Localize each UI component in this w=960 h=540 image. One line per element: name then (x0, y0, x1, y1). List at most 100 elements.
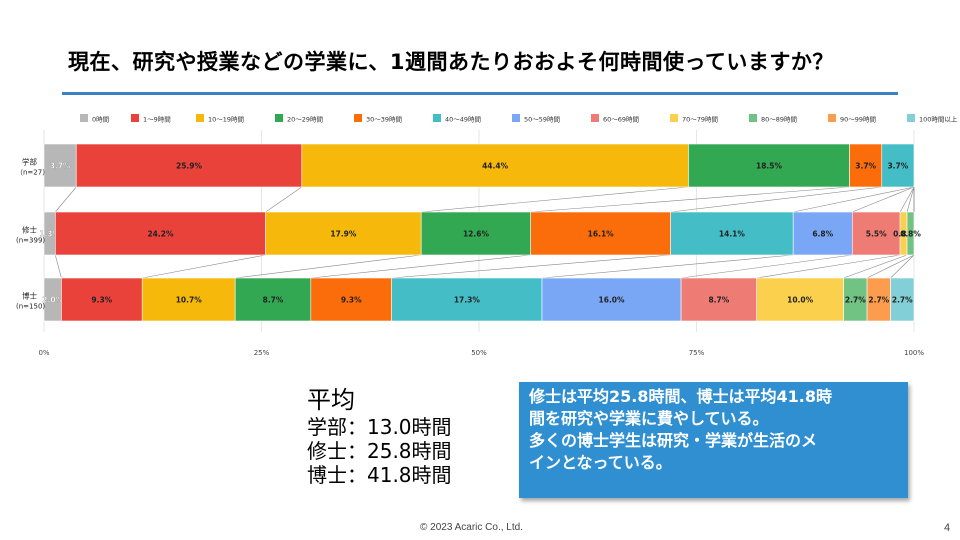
category-n-label: (n=399) (16, 237, 45, 245)
data-label: 24.2% (147, 230, 174, 239)
data-label: 8.7% (263, 296, 284, 305)
average-doctor: 博士：41.8時間 (307, 462, 452, 487)
title-underline (62, 92, 898, 95)
bar-segment (391, 277, 543, 322)
legend-label: 20～29時間 (287, 116, 323, 124)
data-label: 0.8% (900, 230, 921, 239)
legend-swatch (828, 114, 836, 122)
bar-segment (680, 277, 757, 322)
connector-line (670, 186, 882, 213)
category-label: 修士 (22, 225, 37, 235)
data-label: 2.7% (868, 296, 889, 305)
legend-label: 70～79時間 (682, 116, 718, 124)
legend-swatch (512, 114, 520, 122)
legend-label: 50～59時間 (524, 116, 560, 124)
data-label: 10.7% (176, 296, 203, 305)
average-title: 平均 (307, 386, 355, 414)
connector-line (530, 186, 850, 213)
category-label: 学部 (22, 157, 37, 167)
connector-line (541, 254, 794, 279)
data-label: 16.0% (599, 296, 626, 305)
legend-swatch (354, 114, 362, 122)
legend-label: 0時間 (92, 116, 109, 124)
data-label: 17.9% (330, 230, 357, 239)
page-number: 4 (944, 522, 951, 534)
legend-label: 80～89時間 (761, 116, 797, 124)
connector-line (421, 186, 689, 213)
average-undergrad: 学部：13.0時間 (307, 414, 452, 439)
slide-title: 現在、研究や授業などの学業に、1週間あたりおおよそ何時間使っていますか？ (68, 50, 834, 74)
data-label: 3.7% (50, 162, 71, 171)
data-label: 8.7% (708, 296, 729, 305)
legend-label: 1～9時間 (143, 116, 171, 124)
data-label: 3.7% (855, 162, 876, 171)
x-tick-label: 100% (904, 349, 924, 357)
bar-segment (61, 277, 143, 322)
category-n-label: （n=27） (16, 169, 49, 177)
data-label: 10.0% (787, 296, 814, 305)
data-label: 0.8% (893, 230, 914, 239)
stacked-bar-chart: 0時間 1～9時間 10～19時間 20～29時間 30～39時間 40～49時間 50～5… (16, 110, 958, 357)
x-tick-label: 75% (689, 349, 705, 357)
bar-segment (688, 143, 850, 188)
legend-label: 10～19時間 (208, 116, 244, 124)
bar-segment (530, 211, 671, 256)
x-tick-label: 50% (471, 349, 487, 357)
data-label: 17.3% (454, 296, 481, 305)
legend-swatch (196, 114, 204, 122)
callout-line: 多くの博士学生は研究・学業が生活のメ (529, 431, 818, 450)
data-label: 9.3% (91, 296, 112, 305)
bar-segment (670, 211, 794, 256)
bar-segment (54, 211, 266, 256)
data-label: 9.3% (341, 296, 362, 305)
callout-line: 間を研究や学業に費やしている。 (529, 409, 769, 428)
connector-line (55, 186, 77, 213)
callout-line: インとなっている。 (529, 453, 672, 472)
connector-line (55, 254, 62, 279)
callout-line: 修士は平均25.8時間、博士は平均41.8時 (529, 387, 832, 406)
connector-line (843, 254, 908, 279)
summary-callout: 修士は平均25.8時間、博士は平均41.8時 間を研究や学業に費やしている。 多… (519, 382, 908, 498)
connector-line (852, 186, 915, 213)
legend-swatch (433, 114, 441, 122)
connector-line (310, 254, 531, 279)
data-label: 16.1% (588, 230, 615, 239)
connector-line (142, 254, 266, 279)
bar-segment (265, 211, 422, 256)
bar-segment (541, 277, 682, 322)
category-n-label: (n=150) (16, 303, 45, 311)
legend-swatch (670, 114, 678, 122)
legend-label: 90～99時間 (840, 116, 876, 124)
data-label: 14.1% (719, 230, 746, 239)
data-label: 44.4% (482, 162, 509, 171)
legend-swatch (907, 114, 915, 122)
connector-line (756, 254, 901, 279)
copyright: © 2023 Acaric Co., Ltd. (420, 522, 523, 533)
data-label: 2.0% (42, 296, 63, 305)
connector-line (235, 254, 422, 279)
connector-line (681, 254, 853, 279)
average-summary: 平均 学部：13.0時間 修士：25.8時間 博士：41.8時間 (307, 386, 452, 487)
legend-label: 30～39時間 (366, 116, 402, 124)
bar-segment (881, 143, 915, 188)
connector-line (866, 254, 915, 279)
connector-line (906, 186, 915, 213)
connector-line (793, 186, 915, 213)
bar-segment (849, 143, 883, 188)
legend-swatch (275, 114, 283, 122)
legend-swatch (749, 114, 757, 122)
data-label: 3.7% (887, 162, 908, 171)
legend-label: 100時間以上 (919, 115, 958, 124)
data-label: 5.5% (866, 230, 887, 239)
bar-segment (301, 143, 689, 188)
connector-line (391, 254, 671, 279)
data-label: 6.8% (812, 230, 833, 239)
bar-segment (906, 211, 915, 256)
legend-label: 40～49時間 (445, 116, 481, 124)
data-label: 18.5% (756, 162, 783, 171)
bar-segment (420, 211, 532, 256)
data-label: 2.7% (845, 296, 866, 305)
legend-swatch (591, 114, 599, 122)
x-tick-label: 0% (38, 349, 49, 357)
connector-line (899, 186, 915, 213)
